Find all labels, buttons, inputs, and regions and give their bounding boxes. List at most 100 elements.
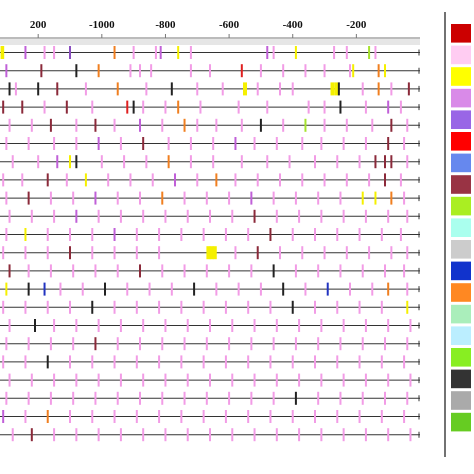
- motif-mark: [97, 319, 100, 332]
- motif-mark: [294, 264, 297, 278]
- motif-mark: [119, 319, 122, 332]
- motif-mark: [256, 246, 259, 260]
- motif-mark: [158, 300, 161, 314]
- motif-mark: [164, 209, 167, 223]
- motif-mark: [49, 264, 52, 278]
- x-tick-label: -400: [283, 19, 304, 31]
- motif-mark: [132, 100, 135, 114]
- motif-mark: [409, 373, 412, 387]
- legend-swatch: [451, 110, 471, 129]
- motif-mark: [94, 391, 97, 405]
- motif-mark: [237, 100, 240, 114]
- motif-mark: [177, 46, 180, 59]
- motif-mark: [345, 173, 348, 187]
- motif-mark: [320, 209, 323, 223]
- motif-mark: [406, 282, 409, 296]
- motif-mark: [339, 391, 342, 405]
- motif-mark: [368, 173, 371, 187]
- motif-mark: [183, 391, 186, 405]
- motif-mark: [406, 246, 409, 260]
- motif-mark: [170, 82, 173, 96]
- motif-mark: [358, 300, 361, 314]
- motif-mark: [116, 337, 119, 351]
- motif-mark: [384, 173, 386, 187]
- motif-mark: [342, 373, 345, 387]
- motif-mark: [224, 355, 227, 369]
- motif-mark: [374, 191, 377, 205]
- motif-mark: [282, 64, 285, 78]
- legend-swatch: [451, 196, 471, 216]
- motif-mark: [94, 191, 97, 205]
- motif-mark: [97, 428, 100, 442]
- motif-mark: [69, 155, 71, 169]
- motif-mark: [358, 155, 361, 169]
- motif-mark: [212, 246, 217, 260]
- motif-mark: [100, 155, 103, 169]
- motif-mark: [5, 228, 8, 241]
- motif-mark: [206, 246, 211, 260]
- motif-mark: [132, 46, 135, 59]
- motif-mark: [380, 300, 383, 314]
- motif-mark: [358, 355, 361, 369]
- motif-mark: [161, 191, 164, 205]
- motif-mark: [247, 410, 250, 423]
- motif-mark: [167, 155, 170, 169]
- motif-mark: [30, 118, 33, 132]
- motif-mark: [158, 410, 161, 423]
- motif-mark: [159, 46, 162, 59]
- motif-mark: [5, 337, 8, 351]
- motif-mark: [37, 155, 40, 169]
- motif-mark: [231, 209, 234, 223]
- motif-mark: [403, 191, 406, 205]
- motif-mark: [250, 391, 253, 405]
- x-tick-label: 200: [30, 19, 47, 31]
- legend-swatch: [451, 304, 471, 324]
- motif-mark: [119, 209, 122, 223]
- motif-mark: [384, 337, 386, 351]
- motif-mark: [135, 300, 138, 314]
- motif-mark: [339, 337, 342, 351]
- x-axis: 200 -1000 -800 -600 -400 -200: [0, 19, 420, 45]
- motif-mark: [224, 300, 227, 314]
- motif-mark: [323, 118, 326, 132]
- motif-mark: [183, 118, 186, 132]
- motif-mark: [298, 319, 301, 332]
- motif-mark: [164, 373, 167, 387]
- motif-mark: [91, 100, 94, 114]
- legend-swatch: [451, 348, 471, 367]
- motif-mark: [150, 64, 153, 78]
- motif-mark: [345, 118, 348, 132]
- motif-mark: [49, 118, 52, 132]
- motif-mark: [406, 155, 409, 169]
- motif-mark: [368, 46, 371, 59]
- motif-mark: [212, 137, 215, 150]
- motif-mark: [259, 64, 262, 78]
- motif-mark: [75, 155, 78, 169]
- motif-mark: [75, 319, 78, 332]
- motif-mark: [403, 410, 406, 423]
- motif-mark: [116, 82, 119, 96]
- motif-mark: [345, 246, 348, 260]
- motif-mark: [336, 228, 339, 241]
- motif-mark: [46, 246, 49, 260]
- motif-mark: [237, 282, 240, 296]
- motif-mark: [164, 319, 167, 332]
- motif-mark: [46, 228, 49, 241]
- motif-mark: [84, 173, 87, 187]
- motif-mark: [5, 137, 8, 150]
- motif-mark: [387, 137, 390, 150]
- motif-mark: [294, 46, 297, 59]
- motif-mark: [107, 173, 110, 187]
- motif-mark: [323, 173, 326, 187]
- motif-mark: [209, 319, 211, 332]
- motif-mark: [65, 100, 68, 114]
- motif-mark: [30, 428, 33, 442]
- motif-mark: [196, 173, 199, 187]
- motif-mark: [224, 410, 227, 423]
- motif-mark: [361, 191, 364, 205]
- motif-mark: [272, 46, 275, 59]
- motif-mark: [161, 391, 164, 405]
- motif-mark: [399, 228, 402, 241]
- motif-mark: [256, 173, 259, 187]
- motif-mark: [69, 355, 71, 369]
